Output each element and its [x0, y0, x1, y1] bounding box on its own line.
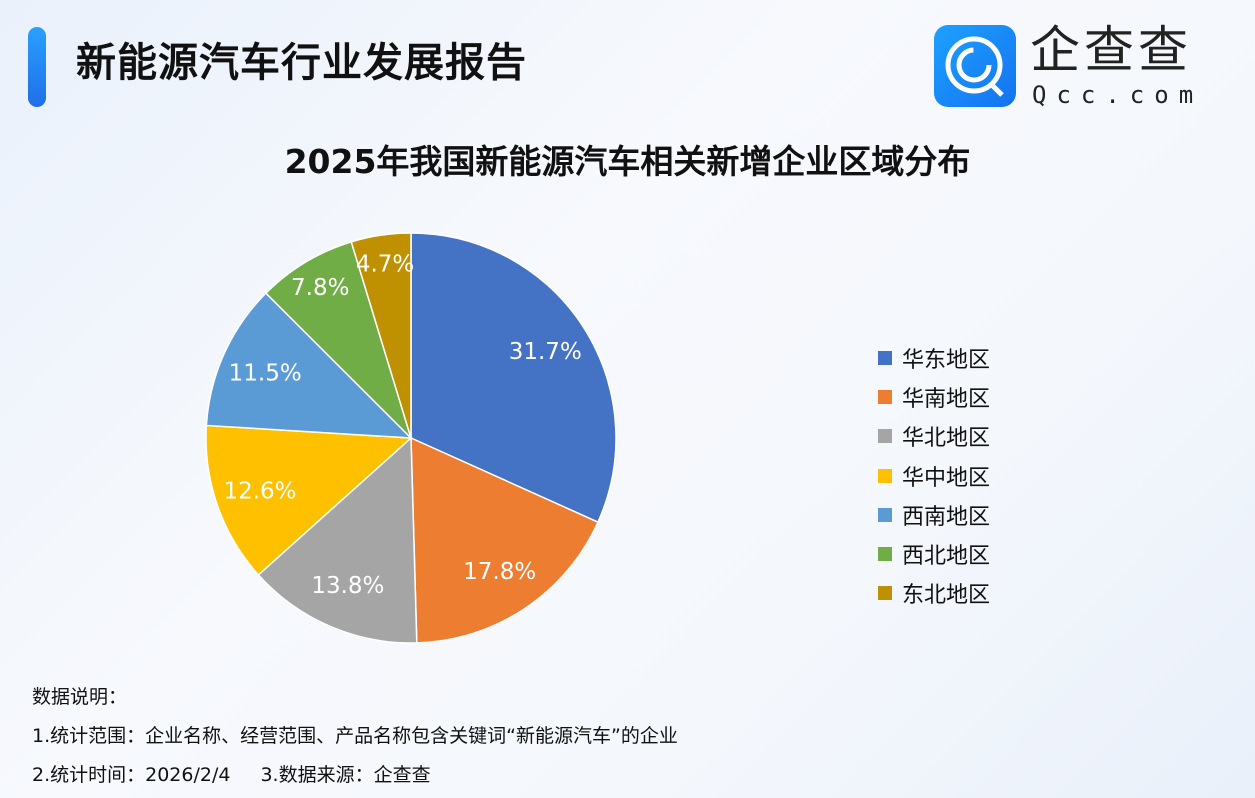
- data-label: 4.7%: [356, 252, 414, 278]
- brand-domain: Qcc.com: [1032, 81, 1204, 109]
- legend-swatch: [878, 547, 892, 562]
- legend-item: 华中地区: [878, 456, 990, 495]
- legend-item: 华南地区: [878, 377, 990, 416]
- data-label: 12.6%: [223, 479, 296, 505]
- data-label: 17.8%: [463, 559, 536, 585]
- chart-title: 2025年我国新能源汽车相关新增企业区域分布: [284, 142, 971, 181]
- pie-slice-1: [410, 436, 599, 644]
- legend-item: 华北地区: [878, 417, 990, 456]
- legend-item: 西南地区: [878, 495, 990, 534]
- legend-label: 西北地区: [902, 544, 991, 570]
- legend-item: 华东地区: [878, 338, 990, 377]
- legend-swatch: [878, 507, 892, 522]
- pie-slice-6: [350, 232, 412, 439]
- legend-item: 东北地区: [878, 574, 990, 613]
- data-notes: 数据说明： 1.统计范围：企业名称、经营范围、产品名称包含关键词“新能源汽车”的…: [32, 678, 678, 795]
- qcc-logo-icon: [934, 25, 1016, 107]
- notes-heading: 数据说明：: [32, 686, 128, 708]
- legend: 华东地区华南地区华北地区华中地区西南地区西北地区东北地区: [878, 338, 990, 613]
- legend-swatch: [878, 389, 892, 404]
- notes-date: 2.统计时间：2026/2/4: [32, 764, 231, 786]
- legend-swatch: [878, 586, 892, 601]
- legend-label: 华南地区: [902, 386, 991, 412]
- data-label: 11.5%: [229, 360, 302, 386]
- data-label: 31.7%: [509, 339, 582, 365]
- legend-item: 西北地区: [878, 534, 990, 573]
- legend-label: 东北地区: [902, 583, 991, 609]
- legend-swatch: [878, 350, 892, 365]
- page-title: 新能源汽车行业发展报告: [76, 40, 527, 86]
- legend-label: 华北地区: [902, 426, 991, 452]
- pie-slice-0: [410, 232, 617, 524]
- legend-swatch: [878, 468, 892, 483]
- brand-name: 企查查: [1030, 21, 1192, 79]
- pie-slice-4: [205, 292, 413, 439]
- notes-scope: 1.统计范围：企业名称、经营范围、产品名称包含关键词“新能源汽车”的企业: [32, 725, 678, 747]
- pie-slice-5: [264, 240, 412, 439]
- data-label: 7.8%: [291, 275, 349, 301]
- data-label: 13.8%: [311, 573, 384, 599]
- legend-label: 华中地区: [902, 465, 991, 491]
- legend-label: 西南地区: [902, 504, 991, 530]
- pie-slice-2: [257, 436, 418, 644]
- pie-slice-3: [205, 424, 413, 576]
- legend-swatch: [878, 429, 892, 444]
- legend-label: 华东地区: [902, 347, 991, 373]
- notes-source: 3.数据来源：企查查: [260, 764, 431, 786]
- accent-bar: [28, 27, 46, 107]
